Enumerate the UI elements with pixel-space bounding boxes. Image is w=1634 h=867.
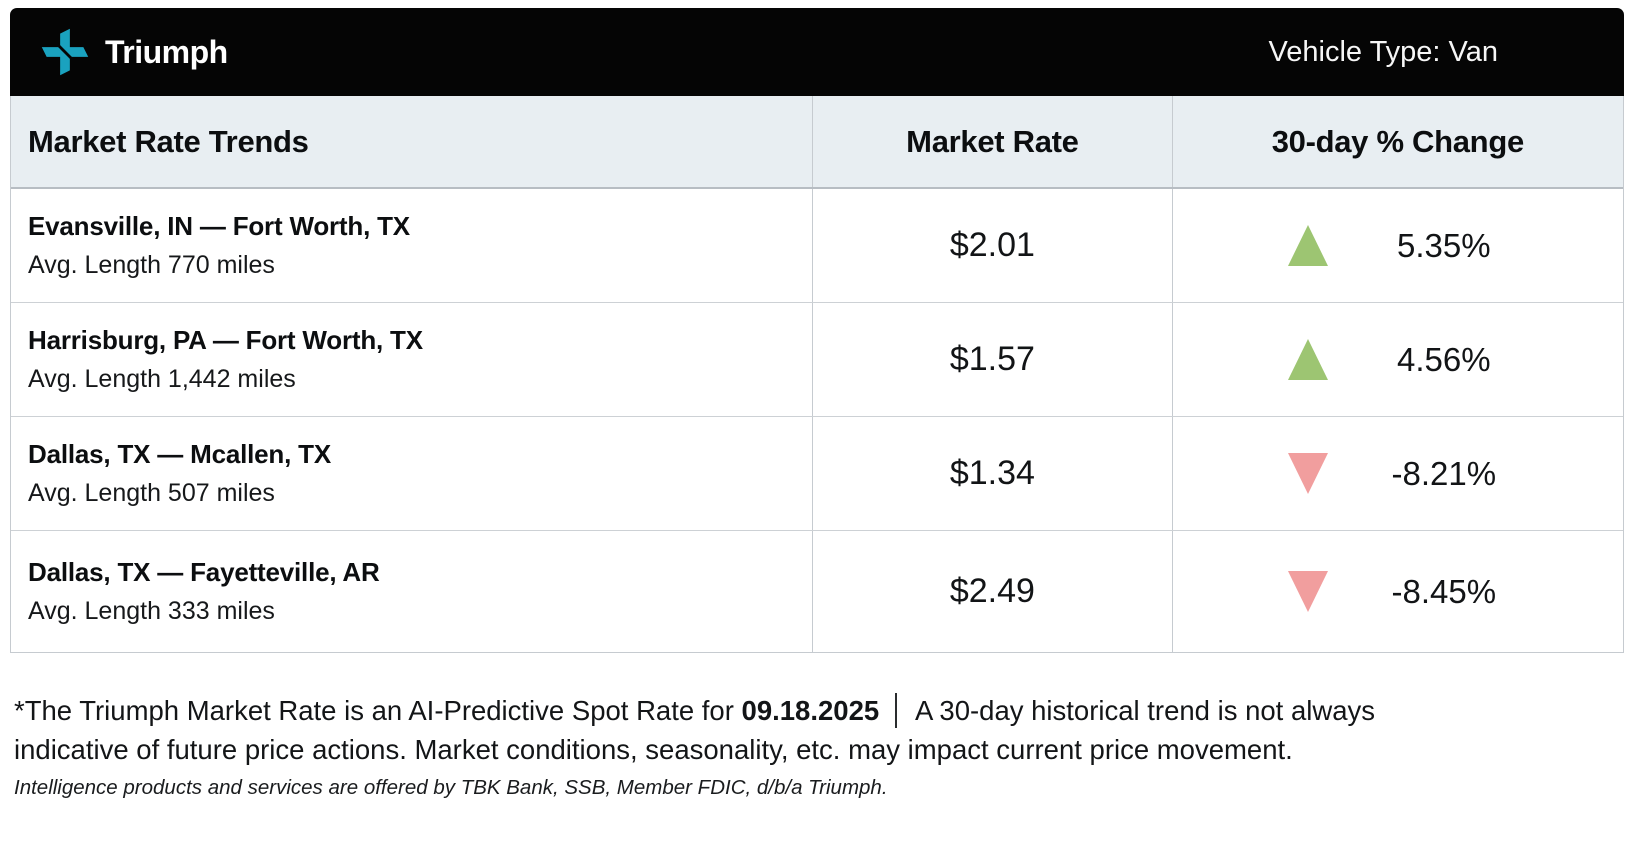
- market-rate-value: $1.34: [812, 417, 1171, 530]
- lane-name: Harrisburg, PA — Fort Worth, TX: [28, 325, 423, 355]
- footnote-text: A 30-day historical trend is not always: [914, 695, 1376, 726]
- footnote-line1: *The Triumph Market Rate is an AI-Predic…: [14, 691, 1620, 730]
- market-rate-table: Market Rate Trends Market Rate 30-day % …: [10, 96, 1624, 653]
- market-rate-value: $2.49: [812, 531, 1171, 652]
- table-row: Dallas, TX — Mcallen, TX Avg. Length 507…: [11, 417, 1623, 531]
- table-header-row: Market Rate Trends Market Rate 30-day % …: [11, 96, 1623, 189]
- column-header-trends: Market Rate Trends: [28, 123, 309, 159]
- fdic-disclaimer: Intelligence products and services are o…: [14, 776, 888, 799]
- top-bar: Triumph Vehicle Type: Van: [10, 8, 1624, 96]
- lane-name: Dallas, TX — Mcallen, TX: [28, 439, 331, 469]
- vehicle-type-label: Vehicle Type: Van: [1268, 35, 1498, 68]
- lane-avg-length: Avg. Length 770 miles: [28, 251, 275, 279]
- lane-avg-length: Avg. Length 507 miles: [28, 479, 275, 507]
- change-percent: 5.35%: [1397, 226, 1491, 264]
- footnote: *The Triumph Market Rate is an AI-Predic…: [10, 691, 1624, 800]
- triumph-cross-icon: [38, 25, 92, 79]
- change-percent: -8.45%: [1391, 572, 1497, 610]
- trend-down-icon: [1287, 571, 1328, 612]
- change-percent: 4.56%: [1397, 340, 1491, 378]
- brand-name: Triumph: [105, 33, 228, 70]
- lane-name: Evansville, IN — Fort Worth, TX: [28, 211, 410, 241]
- table-row: Harrisburg, PA — Fort Worth, TX Avg. Len…: [11, 303, 1623, 417]
- column-header-market-rate: Market Rate: [906, 123, 1079, 159]
- market-rate-value: $1.57: [812, 303, 1171, 416]
- footnote-line2: indicative of future price actions. Mark…: [14, 734, 1293, 765]
- rate-date: 09.18.2025: [741, 695, 880, 726]
- table-row: Evansville, IN — Fort Worth, TX Avg. Len…: [11, 189, 1623, 303]
- lane-avg-length: Avg. Length 1,442 miles: [28, 365, 296, 393]
- table-row: Dallas, TX — Fayetteville, AR Avg. Lengt…: [11, 531, 1623, 652]
- separator-bar: [894, 693, 897, 728]
- brand-logo: Triumph: [38, 25, 228, 79]
- lane-avg-length: Avg. Length 333 miles: [28, 597, 275, 625]
- trend-down-icon: [1287, 453, 1328, 494]
- column-header-change: 30-day % Change: [1271, 123, 1525, 159]
- change-percent: -8.21%: [1391, 454, 1497, 492]
- market-rate-value: $2.01: [812, 189, 1171, 302]
- trend-up-icon: [1287, 225, 1328, 266]
- lane-name: Dallas, TX — Fayetteville, AR: [28, 557, 380, 587]
- trend-up-icon: [1287, 339, 1328, 380]
- footnote-text: *The Triumph Market Rate is an AI-Predic…: [14, 695, 734, 726]
